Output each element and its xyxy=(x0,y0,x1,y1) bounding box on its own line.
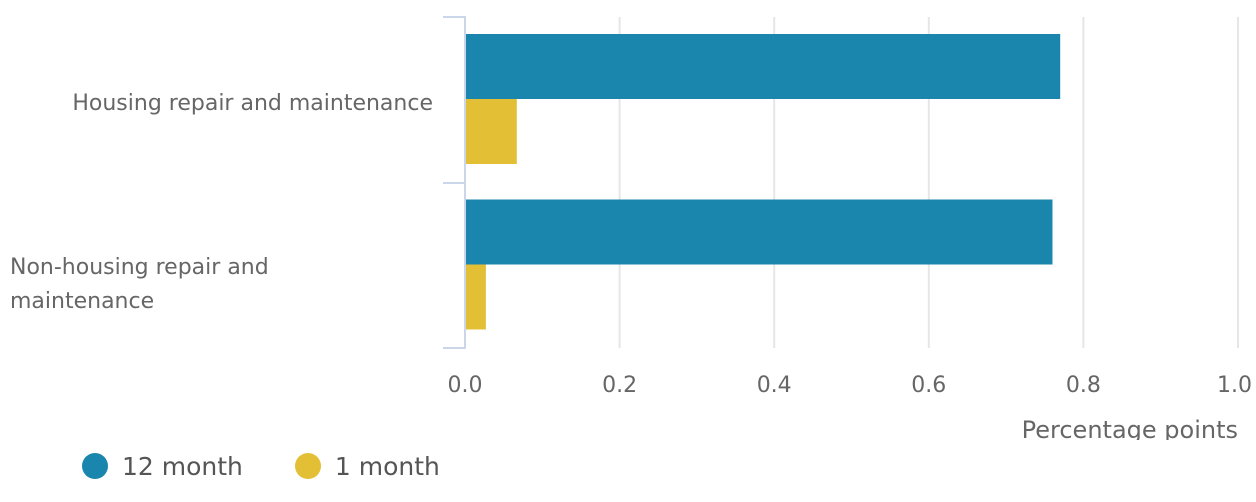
legend: 12 month 1 month xyxy=(82,446,440,486)
category-label-0: Housing repair and maintenance xyxy=(72,91,433,116)
legend-label-12-month: 12 month xyxy=(122,451,243,481)
y-axis-line xyxy=(443,16,466,349)
legend-swatch-1-month xyxy=(294,453,321,479)
x-tick-label-4: 0.8 xyxy=(1066,373,1101,398)
legend-label-1-month: 1 month xyxy=(334,451,440,481)
category-label-1b: maintenance xyxy=(10,289,154,314)
category-label-1: Non-housing repair and xyxy=(10,255,269,280)
bar-12-month-0[interactable] xyxy=(465,34,1061,99)
bars xyxy=(465,34,1061,330)
bar-1-month-1[interactable] xyxy=(465,264,486,330)
x-tick-label-1: 0.2 xyxy=(602,373,637,398)
x-tick-label-2: 0.4 xyxy=(757,373,792,398)
bar-12-month-1[interactable] xyxy=(465,199,1053,265)
legend-swatch-12-month xyxy=(82,453,108,479)
x-axis-ticks: 0.0 0.2 0.4 0.6 0.8 1.0 xyxy=(448,373,1253,398)
y-axis xyxy=(443,16,466,349)
x-tick-label-3: 0.6 xyxy=(911,373,946,398)
bar-1-month-0[interactable] xyxy=(465,99,517,164)
x-tick-label-0: 0.0 xyxy=(448,373,483,398)
chart-area: Housing repair and maintenance Non-housi… xyxy=(10,16,1253,440)
legend-item-12-month[interactable]: 12 month xyxy=(82,452,243,481)
x-tick-label-5: 1.0 xyxy=(1217,373,1252,398)
x-axis-title: Percentage points xyxy=(1022,416,1238,440)
legend-item-1-month[interactable]: 1 month xyxy=(294,451,440,481)
